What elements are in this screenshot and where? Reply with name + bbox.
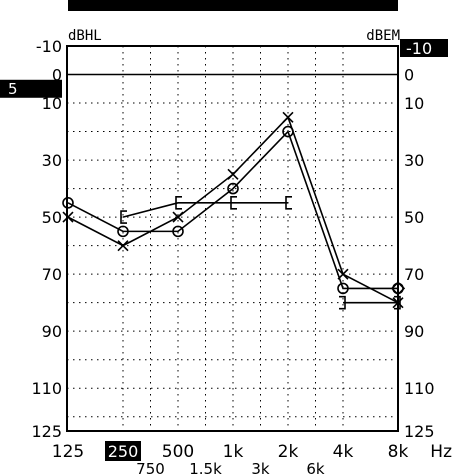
top-black-bar: [68, 0, 398, 11]
x-unit-label: Hz: [430, 442, 452, 462]
data-point-bracket: [285, 196, 292, 210]
y-tick-right: 0: [404, 66, 414, 85]
x-tick-half: 3k: [251, 460, 270, 474]
data-point-bracket: [394, 295, 401, 310]
data-point-cross: [227, 168, 239, 180]
data-point-cross: [172, 211, 184, 223]
data-point-bracket: [175, 196, 182, 210]
right-highlight-box: [400, 39, 448, 57]
x-tick: 1k: [223, 442, 244, 462]
x-tick-half: 1.5k: [189, 460, 222, 474]
x-tick-half: 750: [136, 460, 165, 474]
x-tick: 8k: [388, 442, 409, 462]
y-tick-left: -10: [36, 37, 62, 56]
y-tick-left: 110: [31, 379, 62, 398]
data-point-cross: [337, 268, 349, 280]
data-point-bracket: [230, 196, 237, 210]
series-line: [122, 202, 288, 218]
data-point-cross: [117, 240, 129, 252]
series-line: [67, 130, 398, 290]
y-tick-left: 125: [31, 422, 62, 441]
left-highlight-value: 5: [8, 80, 18, 98]
y-tick-right: 50: [404, 208, 424, 227]
x-tick: 500: [162, 442, 194, 462]
y-tick-right: 10: [404, 94, 424, 113]
x-tick: 4k: [333, 442, 354, 462]
y-tick-left: 30: [42, 151, 62, 170]
y-tick-right: 70: [404, 265, 424, 284]
data-point-circle: [337, 282, 349, 295]
axis-labels: dBHL dBEM -10 0 10 30 50 70 90 110 125 -10 0 10 30 50 70…: [0, 28, 452, 474]
y-tick-right: 30: [404, 151, 424, 170]
data-point-circle: [227, 182, 239, 195]
y-tick-right: 125: [404, 422, 435, 441]
left-highlight-box: [0, 79, 62, 98]
y-tick-left: 90: [42, 322, 62, 341]
y-tick-right-highlight: -10: [406, 39, 432, 58]
y-tick-left: 10: [42, 94, 62, 113]
x-tick-selected: 250: [108, 442, 139, 461]
right-unit-label: dBEM: [366, 28, 400, 44]
grid: [67, 46, 399, 431]
y-tick-right: 110: [404, 379, 435, 398]
data-point-diamond: [390, 281, 406, 296]
y-tick-left: 0: [52, 66, 62, 85]
y-tick-left: 70: [42, 265, 62, 284]
y-tick-left: 50: [42, 208, 62, 227]
series-group: [62, 111, 406, 310]
x-tick-half: 6k: [306, 460, 325, 474]
data-point-circle: [117, 225, 129, 238]
x-tick: 125: [52, 442, 84, 462]
data-point-cross: [282, 111, 294, 123]
data-point-circle: [62, 197, 74, 209]
x-tick: 2k: [278, 442, 299, 462]
data-point-circle: [172, 225, 184, 238]
data-point-bracket: [339, 295, 346, 310]
left-unit-label: dBHL: [68, 28, 102, 44]
x-selected-box: [105, 441, 141, 461]
data-point-cross: [62, 211, 74, 223]
y-tick-right: 90: [404, 322, 424, 341]
data-point-bracket: [120, 210, 127, 224]
